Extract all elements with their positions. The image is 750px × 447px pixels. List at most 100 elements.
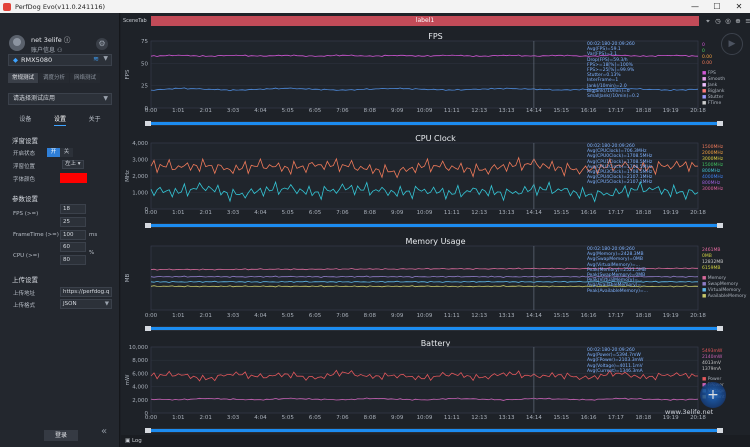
- legend-value: 0.00: [702, 61, 713, 66]
- upload-format-select[interactable]: JSON ▼: [60, 299, 112, 309]
- tooltip-line: Avg(Memory)=2428.3MB: [587, 252, 644, 258]
- time-scrollbar[interactable]: [145, 121, 723, 126]
- collapse-sidebar-icon[interactable]: «: [101, 426, 108, 437]
- legend-item[interactable]: ■ Stutter: [702, 95, 725, 101]
- y-axis-label: MHz: [125, 170, 131, 182]
- time-scrollbar[interactable]: [145, 326, 723, 331]
- label-bar[interactable]: label1: [151, 16, 699, 26]
- legend-item[interactable]: ■ Memory: [702, 276, 746, 282]
- legend-label: FTime: [707, 101, 722, 106]
- scrollbar-thumb[interactable]: [148, 327, 720, 330]
- legend-item[interactable]: 800MHz: [702, 169, 723, 175]
- login-button[interactable]: 登录: [44, 430, 78, 441]
- legend-item[interactable]: ■ Jank: [702, 83, 725, 89]
- x-tick-label: 4:04: [254, 108, 267, 114]
- legend-value: 0: [702, 43, 705, 48]
- switch-off[interactable]: 关: [60, 148, 73, 157]
- scrollbar-right-handle[interactable]: [717, 223, 723, 228]
- maximize-button[interactable]: ☐: [713, 2, 721, 11]
- legend-item[interactable]: 3000MHz: [702, 187, 723, 193]
- log-bar[interactable]: ▣ Log: [121, 435, 750, 447]
- x-tick-label: 8:08: [364, 313, 377, 319]
- legend-item[interactable]: ■ Power: [702, 377, 725, 383]
- close-button[interactable]: ✕: [735, 2, 743, 11]
- scrollbar-left-handle[interactable]: [145, 428, 151, 433]
- legend-item[interactable]: 2000MHz: [702, 151, 723, 157]
- tab-schedule-analysis[interactable]: 调度分析: [39, 73, 70, 83]
- legend-item[interactable]: 3000MHz: [702, 157, 723, 163]
- stats-tooltip: 00:02:180-20:09:260 Avg(Memory)=2428.3MB A…: [587, 247, 648, 294]
- x-tick-label: 8:08: [364, 415, 377, 421]
- cpu-threshold-2-input[interactable]: 80: [60, 255, 86, 265]
- legend-item[interactable]: ■ AvailableMemory: [702, 294, 746, 300]
- cpu-threshold-1-input[interactable]: 60: [60, 242, 86, 252]
- device-select[interactable]: ◆ RMX5080 ≋ ▼: [8, 54, 112, 66]
- scene-tab[interactable]: SceneTab: [123, 18, 147, 24]
- legend-item[interactable]: ■ VirtualMemory: [702, 288, 746, 294]
- scrollbar-right-handle[interactable]: [717, 428, 723, 433]
- series-line-virtualmemory: [150, 280, 698, 283]
- legend-swatch-icon: ■: [702, 71, 708, 76]
- play-icon[interactable]: ▶: [721, 33, 743, 55]
- expand-log-icon[interactable]: ▣: [125, 438, 131, 444]
- x-tick-label: 15:15: [553, 415, 569, 421]
- avatar[interactable]: [9, 35, 25, 51]
- legend-label: BigJank: [707, 89, 725, 94]
- minimize-button[interactable]: —: [691, 2, 699, 11]
- fps-threshold-2-input[interactable]: 25: [60, 217, 86, 227]
- time-scrollbar[interactable]: [145, 223, 723, 228]
- legend-item[interactable]: ■ SwapMemory: [702, 282, 746, 288]
- tab-device[interactable]: 设备: [19, 116, 32, 123]
- globe-icon[interactable]: ◎: [725, 17, 731, 25]
- x-tick-label: 15:15: [553, 210, 569, 216]
- stats-tooltip: 00:02:180-20:09:260 Avg(CPUClock)=706.3MH…: [587, 144, 652, 186]
- scrollbar-left-handle[interactable]: [145, 121, 151, 126]
- fps-threshold-1-input[interactable]: 18: [60, 204, 86, 214]
- y-tick-label: 6,000: [132, 371, 148, 377]
- legend-item[interactable]: 4000MHz: [702, 175, 723, 181]
- scrollbar-left-handle[interactable]: [145, 223, 151, 228]
- float-switch-toggle[interactable]: 开 关: [47, 148, 73, 157]
- account-info-link[interactable]: 账户信息 ⚇: [31, 47, 63, 54]
- x-tick-label: 7:06: [336, 415, 349, 421]
- legend-item[interactable]: ■ Smooth: [702, 77, 725, 83]
- scrollbar-thumb[interactable]: [148, 429, 720, 432]
- legend-item[interactable]: 1500MHz: [702, 145, 723, 151]
- scrollbar-thumb[interactable]: [148, 122, 720, 125]
- switch-on[interactable]: 开: [47, 148, 60, 157]
- clock-icon[interactable]: ◷: [715, 17, 721, 25]
- legend-item[interactable]: ■ FTime: [702, 101, 725, 107]
- legend-item[interactable]: ■ BigJank: [702, 89, 725, 95]
- scrollbar-right-handle[interactable]: [717, 121, 723, 126]
- log-label: Log: [131, 438, 142, 444]
- x-tick-label: 16:16: [581, 313, 597, 319]
- x-tick-label: 1:01: [172, 415, 184, 421]
- tab-network-test[interactable]: 网络测试: [70, 73, 101, 83]
- x-tick-label: 9:09: [391, 108, 404, 114]
- menu-icon[interactable]: ≡: [745, 17, 750, 25]
- upload-url-input[interactable]: https://perfdog.q: [60, 287, 112, 297]
- scrollbar-left-handle[interactable]: [145, 326, 151, 331]
- legend-item[interactable]: 1500MHz: [702, 163, 723, 169]
- frametime-input[interactable]: 100: [60, 230, 86, 240]
- tab-about[interactable]: 关于: [88, 116, 101, 123]
- tooltip-line: Avg(Current)=1346.3mA: [587, 368, 643, 374]
- info-icon[interactable]: ⓘ: [63, 36, 71, 44]
- tab-normal-test[interactable]: 常规测试: [8, 73, 39, 83]
- legend-swatch-icon: ■: [702, 282, 708, 287]
- legend-item[interactable]: 800MHz: [702, 181, 723, 187]
- position-select[interactable]: 左上 ▾: [62, 160, 84, 169]
- time-scrollbar[interactable]: [145, 428, 723, 433]
- location-icon[interactable]: ⌖: [706, 17, 710, 25]
- x-tick-label: 12:13: [471, 210, 487, 216]
- tab-settings[interactable]: 设置: [53, 114, 66, 126]
- font-color-swatch[interactable]: [60, 173, 87, 183]
- app-select[interactable]: 请选择测试应用 ▼: [8, 93, 112, 105]
- legend-item[interactable]: ■ FPS: [702, 71, 725, 77]
- scrollbar-right-handle[interactable]: [717, 326, 723, 331]
- scrollbar-thumb[interactable]: [148, 224, 720, 227]
- settings-gear-button[interactable]: ⚙: [96, 38, 108, 50]
- add-icon[interactable]: ⊕: [735, 17, 741, 25]
- legend-value: 4013mV: [702, 361, 721, 366]
- tooltip-line: Peak(AvailableMemory)=...: [587, 288, 648, 294]
